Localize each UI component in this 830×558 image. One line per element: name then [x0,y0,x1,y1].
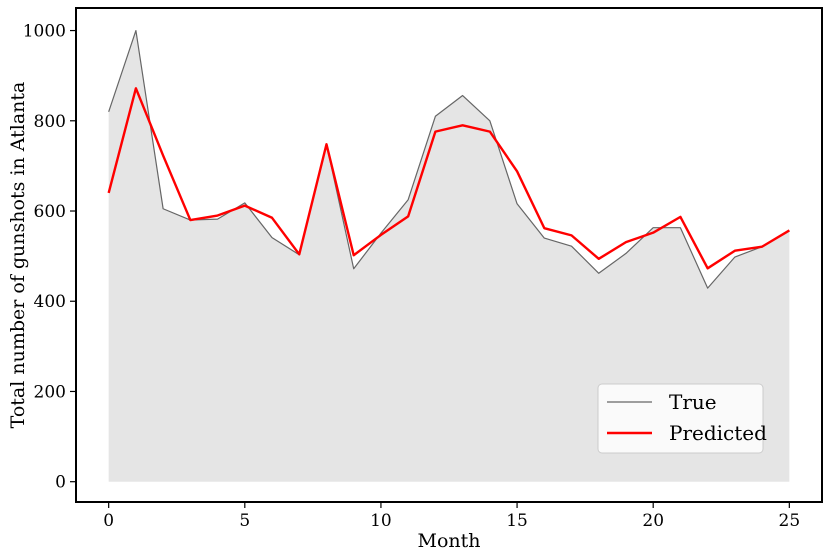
x-axis-label: Month [417,530,480,552]
x-tick-label: 25 [779,511,801,531]
y-axis-label: Total number of gunshots in Atlanta [7,82,29,429]
y-tick-label: 0 [55,473,66,493]
predicted-series-line [107,87,790,270]
plot-frame [75,7,823,503]
y-tick-label: 1000 [23,22,66,42]
x-tick-label: 15 [506,511,528,531]
y-tick-label: 200 [34,382,66,402]
y-tick-label: 400 [34,292,66,312]
legend: True Predicted [597,383,767,454]
x-tick-label: 0 [103,511,114,531]
legend-box [597,383,764,454]
x-tick-label: 5 [239,511,250,531]
x-tick-label: 20 [642,511,664,531]
y-tick-label: 600 [34,202,66,222]
true-area-fill [108,30,790,482]
y-tick-label: 800 [34,112,66,132]
x-tick-label: 10 [370,511,392,531]
legend-label-true: True [669,390,717,414]
true-series-line [108,29,790,289]
legend-label-predicted: Predicted [669,421,767,445]
